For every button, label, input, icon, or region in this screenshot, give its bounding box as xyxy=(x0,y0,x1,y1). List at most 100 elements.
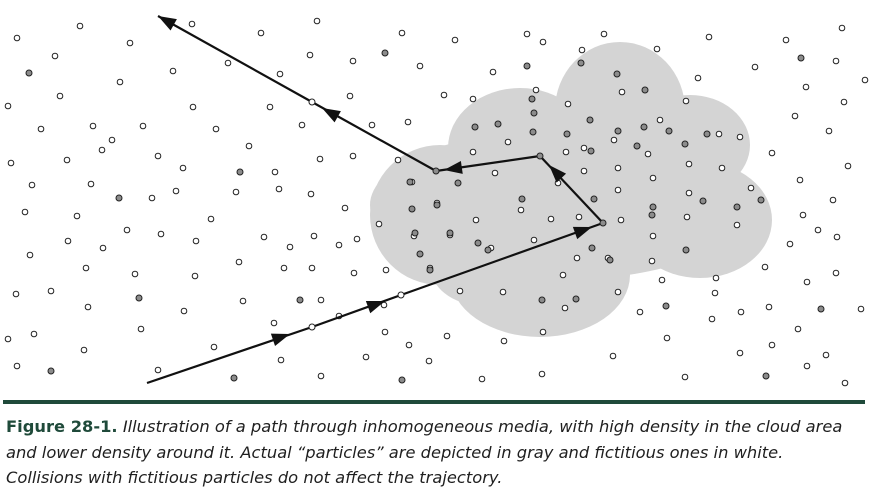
fictitious-particle xyxy=(530,236,538,244)
fictitious-particle xyxy=(733,221,741,229)
fictitious-particle xyxy=(277,356,285,364)
fictitious-particle xyxy=(786,240,794,248)
fictitious-particle xyxy=(317,372,325,380)
fictitious-particle xyxy=(539,328,547,336)
fictitious-particle xyxy=(307,190,315,198)
fictitious-particle xyxy=(791,112,799,120)
actual-particle xyxy=(426,266,434,274)
trajectory-segment xyxy=(157,15,313,103)
fictitious-particle xyxy=(73,212,81,220)
fictitious-particle xyxy=(802,83,810,91)
fictitious-particle xyxy=(614,288,622,296)
actual-particle xyxy=(733,203,741,211)
fictitious-particle xyxy=(362,353,370,361)
fictitious-particle xyxy=(416,62,424,70)
fictitious-particle xyxy=(51,52,59,60)
fictitious-particle xyxy=(469,95,477,103)
actual-particle xyxy=(577,59,585,67)
fictitious-particle xyxy=(663,334,671,342)
fictitious-particle xyxy=(751,63,759,71)
fictitious-particle xyxy=(685,189,693,197)
fictitious-particle xyxy=(682,97,690,105)
fictitious-particle xyxy=(64,237,72,245)
fictitious-particle xyxy=(841,379,849,387)
fictitious-particle xyxy=(782,36,790,44)
actual-particle xyxy=(411,229,419,237)
fictitious-particle xyxy=(56,92,64,100)
actual-particle xyxy=(640,123,648,131)
fictitious-particle xyxy=(499,288,507,296)
actual-particle xyxy=(762,372,770,380)
fictitious-particle xyxy=(405,341,413,349)
fictitious-particle xyxy=(286,243,294,251)
fictitious-particle xyxy=(4,335,12,343)
fictitious-particle xyxy=(617,216,625,224)
fictitious-particle xyxy=(99,244,107,252)
particle-trajectory xyxy=(146,15,607,385)
fictitious-particle xyxy=(644,150,652,158)
actual-particle xyxy=(25,69,33,77)
actual-particle xyxy=(474,239,482,247)
fictitious-particle xyxy=(382,266,390,274)
trajectory-arrowhead xyxy=(444,160,463,174)
actual-particle xyxy=(135,294,143,302)
actual-particle xyxy=(586,116,594,124)
fictitious-particle xyxy=(7,159,15,167)
actual-particle xyxy=(563,130,571,138)
fictitious-particle xyxy=(316,155,324,163)
actual-particle xyxy=(757,196,765,204)
fictitious-particle xyxy=(575,213,583,221)
fictitious-particle xyxy=(131,270,139,278)
actual-particle xyxy=(530,109,538,117)
fictitious-particle xyxy=(260,233,268,241)
fictitious-particle xyxy=(80,346,88,354)
fictitious-particle xyxy=(814,226,822,234)
fictitious-particle xyxy=(154,366,162,374)
fictitious-particle xyxy=(715,130,723,138)
fictitious-particle xyxy=(614,186,622,194)
fictitious-particle xyxy=(375,220,383,228)
fictitious-particle xyxy=(532,86,540,94)
fictitious-particle xyxy=(685,160,693,168)
caption-divider xyxy=(3,400,865,404)
actual-particle xyxy=(682,246,690,254)
fictitious-particle xyxy=(349,57,357,65)
figure-label: Figure 28-1. xyxy=(6,417,118,436)
fictitious-particle xyxy=(298,121,306,129)
fictitious-particle xyxy=(21,208,29,216)
fictitious-particle xyxy=(517,206,525,214)
fictitious-particle xyxy=(212,125,220,133)
fictitious-particle xyxy=(210,343,218,351)
fictitious-particle xyxy=(398,29,406,37)
collision-point xyxy=(599,219,607,227)
collision-point xyxy=(432,167,440,175)
actual-particle xyxy=(446,229,454,237)
trajectory-segment xyxy=(400,221,604,297)
actual-particle xyxy=(408,205,416,213)
actual-particle xyxy=(648,211,656,219)
fictitious-particle xyxy=(89,122,97,130)
fictitious-particle xyxy=(108,136,116,144)
fictitious-particle xyxy=(180,307,188,315)
fictitious-particle xyxy=(87,180,95,188)
actual-particle xyxy=(703,130,711,138)
fictitious-particle xyxy=(154,152,162,160)
figure-caption-text: Illustration of a path through inhomogen… xyxy=(6,417,843,487)
actual-particle xyxy=(817,305,825,313)
fictitious-particle xyxy=(833,233,841,241)
actual-particle xyxy=(588,244,596,252)
fictitious-particle xyxy=(718,164,726,172)
fictitious-particle xyxy=(232,188,240,196)
fictitious-particle xyxy=(63,156,71,164)
collision-point xyxy=(397,291,405,299)
actual-particle xyxy=(433,201,441,209)
actual-particle xyxy=(47,367,55,375)
fictitious-particle xyxy=(308,264,316,272)
fictitious-particle xyxy=(179,164,187,172)
trajectory-arrowhead xyxy=(270,333,290,346)
fictitious-particle xyxy=(469,148,477,156)
fictitious-particle xyxy=(561,304,569,312)
fictitious-particle xyxy=(478,375,486,383)
fictitious-particle xyxy=(681,373,689,381)
fictitious-particle xyxy=(711,289,719,297)
